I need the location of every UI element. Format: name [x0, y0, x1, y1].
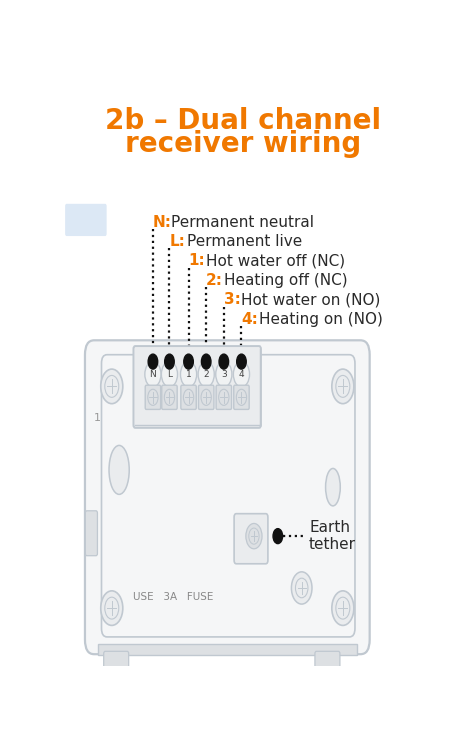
Circle shape [148, 354, 158, 369]
Text: L: L [167, 370, 172, 378]
Text: N:: N: [153, 215, 172, 230]
FancyBboxPatch shape [65, 203, 107, 236]
Text: receiver wiring: receiver wiring [125, 130, 361, 159]
Text: Earth
tether: Earth tether [309, 520, 356, 552]
Text: N: N [150, 370, 156, 378]
Circle shape [332, 369, 354, 404]
Ellipse shape [109, 445, 129, 494]
Circle shape [181, 361, 197, 387]
FancyBboxPatch shape [181, 385, 196, 409]
Text: Hot water on (NO): Hot water on (NO) [241, 292, 381, 307]
Circle shape [216, 361, 232, 387]
FancyBboxPatch shape [162, 385, 177, 409]
Text: 1: 1 [94, 413, 101, 423]
Circle shape [273, 529, 283, 544]
Text: 3: 3 [221, 370, 227, 378]
Circle shape [246, 524, 262, 549]
Bar [98, 645, 357, 654]
Circle shape [145, 361, 161, 387]
FancyBboxPatch shape [85, 340, 370, 654]
Text: USE   3A   FUSE: USE 3A FUSE [133, 592, 213, 601]
Text: L:: L: [169, 233, 185, 249]
Circle shape [198, 361, 214, 387]
Text: 2:: 2: [206, 273, 223, 288]
Text: Heating on (NO): Heating on (NO) [259, 312, 383, 327]
FancyBboxPatch shape [234, 385, 249, 409]
FancyBboxPatch shape [315, 652, 340, 669]
FancyBboxPatch shape [234, 514, 268, 564]
Text: 4: 4 [238, 370, 244, 378]
FancyBboxPatch shape [216, 385, 231, 409]
Ellipse shape [326, 468, 340, 506]
Text: Permanent live: Permanent live [187, 233, 302, 249]
FancyBboxPatch shape [134, 346, 261, 428]
Circle shape [184, 354, 193, 369]
FancyBboxPatch shape [85, 511, 98, 556]
Circle shape [164, 354, 174, 369]
Text: Permanent neutral: Permanent neutral [171, 215, 314, 230]
Circle shape [101, 591, 123, 625]
Circle shape [237, 354, 246, 369]
Text: 1: 1 [186, 370, 191, 378]
Circle shape [332, 591, 354, 625]
Circle shape [233, 361, 249, 387]
Text: 2: 2 [203, 370, 209, 378]
FancyBboxPatch shape [199, 385, 214, 409]
Circle shape [161, 361, 178, 387]
FancyBboxPatch shape [104, 652, 128, 669]
Circle shape [101, 369, 123, 404]
Circle shape [292, 571, 312, 604]
Circle shape [201, 354, 211, 369]
Text: 3:: 3: [224, 292, 241, 307]
Text: 2b – Dual channel: 2b – Dual channel [105, 108, 381, 135]
FancyBboxPatch shape [145, 385, 161, 409]
Text: 1:: 1: [189, 254, 205, 269]
Text: Hot water off (NC): Hot water off (NC) [206, 254, 346, 269]
Text: Heating off (NC): Heating off (NC) [224, 273, 347, 288]
Text: 4:: 4: [241, 312, 258, 327]
Circle shape [219, 354, 228, 369]
